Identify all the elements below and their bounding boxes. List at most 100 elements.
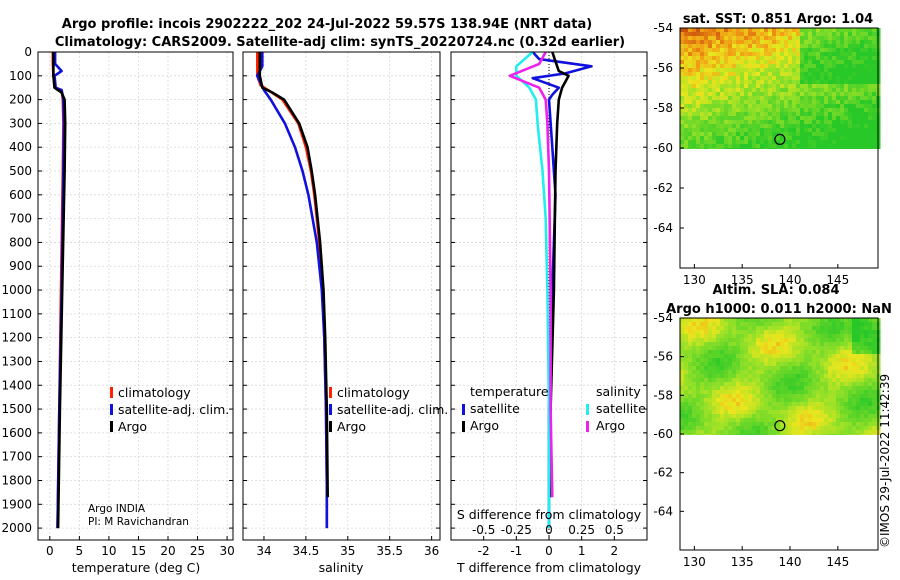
map-cell: [744, 358, 749, 363]
map-cell: [832, 72, 837, 77]
map-cell: [740, 318, 745, 323]
map-cell: [712, 56, 717, 61]
map-cell: [696, 430, 701, 435]
map-cell: [740, 362, 745, 367]
map-cell: [808, 354, 813, 359]
map-cell: [704, 418, 709, 423]
map-cell: [776, 426, 781, 431]
map-cell: [824, 64, 829, 69]
map-cell: [724, 36, 729, 41]
map-cell: [784, 414, 789, 419]
map-x-tick-label: 135: [731, 555, 754, 569]
map-cell: [856, 96, 861, 101]
map-cell: [800, 318, 805, 323]
map-cell: [872, 426, 877, 431]
map-cell: [772, 414, 777, 419]
map-cell: [820, 104, 825, 109]
map-cell: [688, 120, 693, 125]
map-cell: [824, 68, 829, 73]
map-cell: [688, 318, 693, 323]
map-cell: [788, 140, 793, 145]
map-cell: [736, 390, 741, 395]
map-cell: [724, 390, 729, 395]
map-cell: [792, 48, 797, 53]
map-cell: [684, 370, 689, 375]
map-cell: [796, 116, 801, 121]
map-cell: [724, 382, 729, 387]
map-cell: [836, 144, 841, 149]
map-cell: [812, 132, 817, 137]
map-cell: [804, 48, 809, 53]
map-cell: [848, 60, 853, 65]
map-cell: [844, 88, 849, 93]
map-x-tick-label: 130: [683, 273, 706, 287]
map-cell: [720, 342, 725, 347]
map-cell: [816, 350, 821, 355]
map-cell: [812, 88, 817, 93]
map-cell: [708, 342, 713, 347]
map-cell: [812, 140, 817, 145]
map-cell: [780, 48, 785, 53]
map-cell: [724, 418, 729, 423]
map-cell: [812, 418, 817, 423]
map-cell: [828, 350, 833, 355]
map-cell: [700, 358, 705, 363]
map-cell: [832, 44, 837, 49]
map-cell: [852, 36, 857, 41]
map-cell: [732, 382, 737, 387]
map-cell: [824, 374, 829, 379]
map-cell: [792, 414, 797, 419]
map-cell: [800, 322, 805, 327]
map-cell: [864, 358, 869, 363]
map-cell: [760, 120, 765, 125]
map-cell: [712, 96, 717, 101]
map-cell: [796, 410, 801, 415]
map-cell: [692, 28, 697, 33]
map-cell: [788, 72, 793, 77]
map-cell: [756, 84, 761, 89]
map-cell: [716, 394, 721, 399]
map-cell: [804, 56, 809, 61]
map-cell: [752, 128, 757, 133]
map-cell: [720, 334, 725, 339]
map-cell: [796, 40, 801, 45]
map-cell: [872, 80, 877, 85]
map-cell: [828, 100, 833, 105]
map-cell: [788, 124, 793, 129]
map-cell: [808, 108, 813, 113]
map-cell: [736, 406, 741, 411]
map-cell: [732, 104, 737, 109]
map-cell: [828, 362, 833, 367]
map-cell: [680, 100, 685, 105]
map-cell: [844, 406, 849, 411]
map-cell: [832, 76, 837, 81]
map-cell: [696, 342, 701, 347]
temperature-panel: 0100200300400500600700800900100011001200…: [1, 45, 234, 558]
map-cell: [680, 382, 685, 387]
map-cell: [696, 334, 701, 339]
map-cell: [696, 92, 701, 97]
map-cell: [772, 434, 777, 435]
map-cell: [848, 28, 853, 33]
map-cell: [756, 76, 761, 81]
map-cell: [684, 72, 689, 77]
map-cell: [840, 382, 845, 387]
x-tick-label: 36: [424, 544, 439, 558]
map-cell: [744, 390, 749, 395]
map-cell: [868, 96, 873, 101]
map-cell: [796, 394, 801, 399]
map-cell: [756, 322, 761, 327]
map-cell: [688, 390, 693, 395]
map-cell: [828, 120, 833, 125]
map-cell: [744, 426, 749, 431]
map-cell: [820, 112, 825, 117]
map-cell: [728, 36, 733, 41]
map-cell: [716, 140, 721, 145]
map-cell: [760, 326, 765, 331]
map-cell: [788, 76, 793, 81]
map-cell: [792, 434, 797, 435]
map-cell: [788, 362, 793, 367]
map-cell: [680, 96, 685, 101]
map-cell: [828, 52, 833, 57]
map-cell: [852, 338, 857, 343]
